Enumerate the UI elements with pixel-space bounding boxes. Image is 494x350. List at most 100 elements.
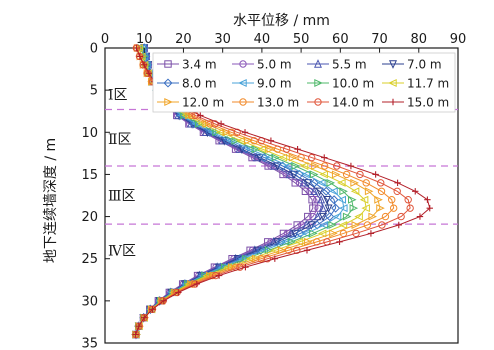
data-point — [263, 255, 272, 263]
x-tick-label: 40 — [254, 32, 271, 47]
data-point — [397, 212, 405, 221]
legend-label: 8.0 m — [182, 77, 217, 91]
data-point — [329, 229, 338, 238]
data-point — [337, 195, 346, 204]
data-point — [309, 204, 317, 212]
data-point — [388, 196, 396, 204]
data-point — [141, 314, 148, 321]
x-tick-label: 20 — [175, 32, 192, 47]
data-point — [321, 186, 331, 196]
data-point — [315, 187, 324, 197]
data-point — [321, 154, 328, 161]
y-tick-label: 20 — [81, 210, 98, 225]
data-point — [244, 136, 253, 145]
legend-label: 9.0 m — [257, 77, 292, 91]
data-point — [351, 221, 361, 229]
data-point — [412, 188, 419, 195]
zone-boundary-lines — [105, 108, 458, 225]
y-tick-label: 25 — [81, 252, 98, 267]
legend-label: 13.0 m — [257, 96, 299, 110]
data-point — [328, 221, 337, 229]
data-point — [215, 272, 223, 279]
legend-label: 7.0 m — [407, 58, 442, 72]
data-point — [349, 204, 359, 213]
data-point — [273, 238, 282, 247]
x-tick-label: 60 — [332, 32, 349, 47]
y-tick-label: 5 — [90, 84, 98, 99]
data-point — [298, 221, 306, 229]
data-point — [299, 162, 309, 170]
legend-label: 12.0 m — [182, 96, 224, 110]
data-point — [317, 178, 326, 187]
legend-item: 14.0 m — [307, 96, 374, 110]
data-point — [309, 178, 319, 188]
data-point — [197, 112, 204, 119]
data-point — [342, 212, 352, 221]
data-point — [416, 213, 424, 220]
data-point — [267, 137, 275, 144]
data-point — [231, 136, 241, 145]
data-point — [424, 196, 431, 203]
data-point — [255, 153, 264, 163]
x-tick-label: 10 — [136, 32, 153, 47]
data-point — [348, 195, 357, 204]
data-point — [309, 229, 318, 238]
data-point — [293, 246, 301, 254]
legend-item: 12.0 m — [157, 96, 224, 110]
data-point — [314, 59, 322, 68]
data-point — [307, 221, 316, 230]
legend-label: 3.4 m — [182, 58, 217, 72]
data-point — [132, 331, 139, 338]
data-point — [364, 187, 374, 196]
zone-labels: Ⅰ区 Ⅱ区 Ⅲ区 Ⅳ区 — [108, 87, 136, 259]
data-point — [217, 120, 225, 128]
data-point — [141, 61, 148, 69]
data-point — [266, 145, 276, 154]
zone-label: Ⅳ区 — [108, 243, 136, 259]
data-point — [388, 79, 397, 87]
data-point — [319, 170, 328, 179]
data-point — [250, 137, 258, 145]
data-point — [271, 153, 281, 162]
data-point — [317, 229, 327, 238]
data-point — [389, 204, 398, 212]
data-point — [238, 79, 247, 87]
legend: 3.4 m 5.0 m 5.5 m 7.0 m 8.0 m 9.0 m 10.0 m 11.7… — [152, 52, 456, 113]
data-point — [164, 60, 172, 68]
data-point — [326, 178, 336, 187]
data-point — [251, 145, 261, 154]
data-point — [160, 297, 168, 305]
data-point — [241, 129, 249, 136]
zone-label: Ⅰ区 — [108, 87, 128, 103]
data-point — [337, 178, 346, 187]
data-point — [164, 98, 173, 106]
data-point — [314, 79, 323, 87]
data-point — [319, 212, 328, 222]
data-point — [294, 237, 304, 246]
legend-item: 7.0 m — [382, 58, 442, 72]
data-point — [350, 178, 359, 187]
data-point — [308, 153, 316, 162]
data-point — [362, 179, 370, 187]
legend-label: 11.7 m — [407, 77, 449, 91]
data-point — [175, 289, 182, 296]
data-point — [304, 237, 313, 246]
data-point — [314, 98, 322, 106]
data-point — [394, 179, 401, 187]
data-point — [376, 204, 385, 213]
data-point — [389, 60, 397, 69]
data-point — [284, 246, 293, 254]
legend-item: 11.7 m — [382, 77, 449, 91]
data-point — [311, 162, 320, 170]
data-point — [301, 170, 310, 179]
data-point — [288, 153, 298, 162]
data-point — [367, 230, 375, 237]
data-point — [377, 179, 385, 187]
data-point — [338, 204, 348, 213]
data-point — [377, 187, 386, 195]
data-point — [350, 187, 360, 196]
data-point — [324, 204, 333, 214]
data-point — [264, 246, 274, 255]
y-axis-title: 地下连续墙深度 / m — [42, 138, 59, 263]
plot-frame — [104, 47, 459, 344]
